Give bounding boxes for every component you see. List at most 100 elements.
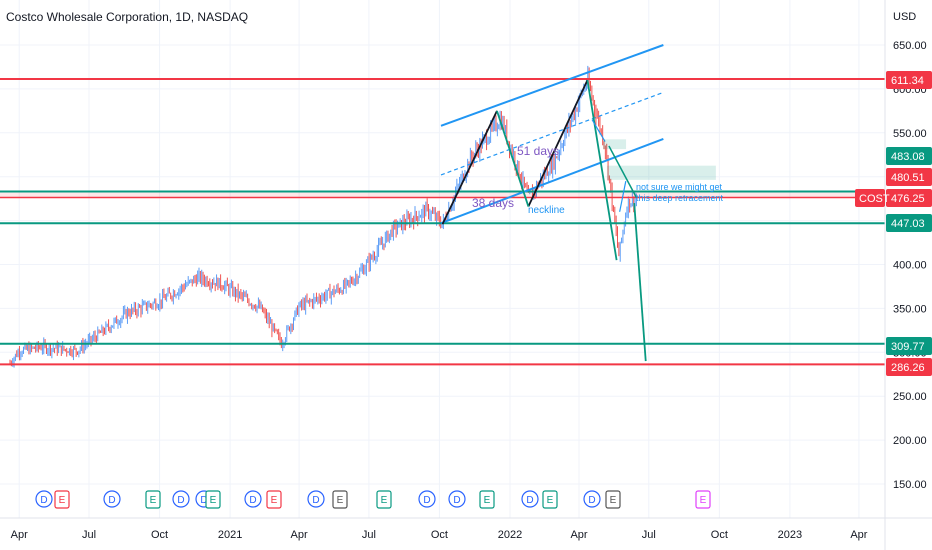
y-tick-label: 400.00	[893, 260, 927, 272]
price-tag-label: 480.51	[891, 172, 925, 184]
x-tick-label: 2021	[218, 529, 242, 541]
measured-leg-2	[586, 79, 618, 261]
x-tick-label: Apr	[291, 529, 308, 541]
label-51-days: 51 days	[517, 144, 559, 158]
event-earnings-icon	[332, 490, 348, 509]
projection-leg	[633, 202, 647, 362]
event-label: E	[547, 495, 554, 506]
price-axis: USD650.00600.00550.00500.00450.00400.003…	[884, 0, 932, 550]
channel-lower-line	[440, 138, 664, 225]
event-label: D	[200, 495, 207, 506]
chart-title: Costco Wholesale Corporation, 1D, NASDAQ	[6, 10, 248, 24]
pattern-leg-1	[441, 110, 498, 225]
y-tick-label: 350.00	[893, 303, 927, 315]
event-label: D	[40, 495, 47, 506]
event-label: E	[337, 495, 344, 506]
event-label: E	[381, 495, 388, 506]
event-dividend-icon	[35, 490, 53, 508]
x-tick-label: Apr	[850, 529, 867, 541]
event-earnings-icon	[54, 490, 70, 509]
y-tick-label: 250.00	[893, 391, 927, 403]
price-tag	[886, 189, 932, 207]
price-tag	[886, 71, 932, 89]
x-tick-label: Jul	[642, 529, 656, 541]
event-label: D	[249, 495, 256, 506]
event-label: E	[271, 495, 278, 506]
target-box-small	[603, 139, 627, 150]
event-earnings-icon	[695, 490, 711, 509]
event-earnings-icon	[266, 490, 282, 509]
symbol-tag-label: COST	[859, 193, 890, 205]
price-tag	[886, 147, 932, 165]
annotations: 38 days 51 days neckline not sure we might …	[472, 144, 724, 216]
measured-leg-3	[608, 145, 638, 199]
x-tick-label: 2023	[778, 529, 802, 541]
note-line-2: this deep retracement	[636, 193, 724, 203]
x-tick-label: Apr	[570, 529, 587, 541]
currency-label: USD	[893, 11, 916, 23]
channel-mid-line	[440, 91, 664, 176]
event-label: D	[588, 495, 595, 506]
note-line-1: not sure we might get	[636, 182, 723, 192]
x-tick-label: Apr	[11, 529, 28, 541]
price-tag-label: 309.77	[891, 341, 925, 353]
event-earnings-icon	[542, 490, 558, 509]
price-tag	[886, 337, 932, 355]
y-tick-label: 150.00	[893, 479, 927, 491]
price-band	[0, 192, 885, 198]
event-label: D	[312, 495, 319, 506]
x-tick-label: Oct	[151, 529, 168, 541]
x-tick-label: 2022	[498, 529, 522, 541]
event-label: D	[423, 495, 430, 506]
event-earnings-icon	[145, 490, 161, 509]
price-tag-label: 611.34	[891, 75, 924, 87]
y-tick-label: 200.00	[893, 435, 927, 447]
event-dividend-icon	[244, 490, 262, 508]
event-label: D	[526, 495, 533, 506]
event-dividend-icon	[418, 490, 436, 508]
price-tag	[886, 168, 932, 186]
price-tag-label: 286.26	[891, 362, 925, 374]
event-label: E	[150, 495, 157, 506]
grid	[0, 0, 885, 518]
x-tick-label: Jul	[362, 529, 376, 541]
arrow-down	[591, 119, 606, 142]
price-tag	[886, 358, 932, 376]
event-dividend-icon	[103, 490, 121, 508]
arrow-up	[619, 180, 627, 212]
x-tick-label: Jul	[82, 529, 96, 541]
price-tag-label: 447.03	[891, 218, 925, 230]
event-label: D	[177, 495, 184, 506]
drawings	[440, 44, 716, 362]
event-dividend-icon	[307, 490, 325, 508]
event-label: E	[700, 495, 707, 506]
event-dividend-icon	[448, 490, 466, 508]
event-label: E	[484, 495, 491, 506]
label-38-days: 38 days	[472, 196, 514, 210]
horizontal-levels	[0, 77, 885, 366]
channel-upper-line	[440, 44, 664, 127]
price-tag	[886, 214, 932, 232]
y-tick-label: 650.00	[893, 40, 927, 52]
event-label: D	[453, 495, 460, 506]
x-tick-label: Oct	[431, 529, 448, 541]
time-axis: Apr Jul Oct 2021 Apr Jul Oct 2022 Apr Jul Oct 2023 A…	[0, 517, 932, 541]
label-neckline: neckline	[528, 205, 565, 216]
pattern-leg-2	[527, 79, 589, 207]
price-tag-label: 476.25	[891, 193, 925, 205]
event-earnings-icon	[605, 490, 621, 509]
measured-leg-1	[496, 110, 530, 207]
event-label: E	[210, 495, 217, 506]
event-label: E	[59, 495, 66, 506]
event-dividend-icon	[172, 490, 190, 508]
symbol-tag	[855, 189, 885, 207]
event-dividend-icon	[583, 490, 601, 508]
event-earnings-icon	[205, 490, 221, 509]
event-dividend-icon	[521, 490, 539, 508]
target-box-large	[606, 165, 716, 180]
event-label: E	[610, 495, 617, 506]
